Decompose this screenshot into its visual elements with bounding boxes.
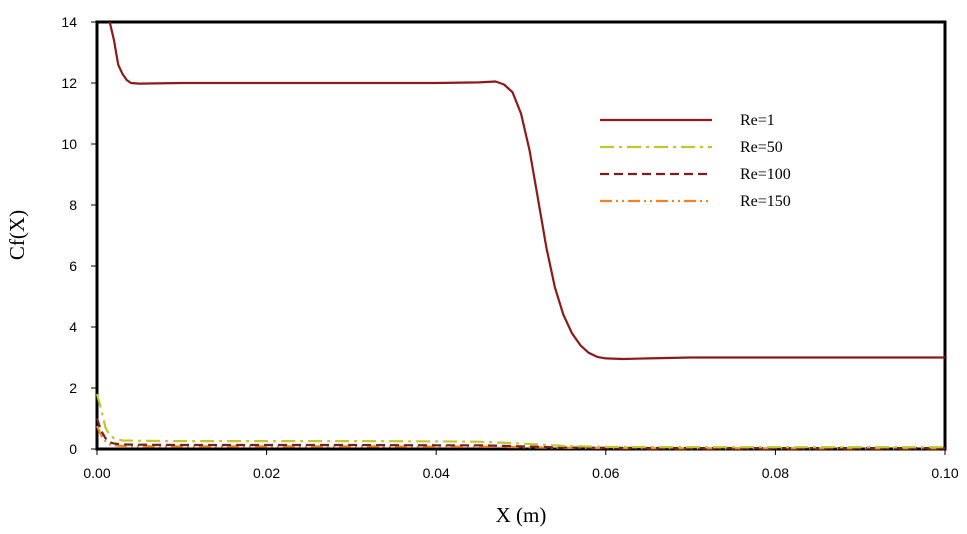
- x-tick-label: 0.02: [253, 465, 280, 481]
- legend-label: Re=1: [740, 112, 775, 129]
- x-tick-label: 0.06: [592, 465, 619, 481]
- x-axis-title: X (m): [496, 503, 547, 527]
- y-tick-label: 12: [61, 75, 77, 91]
- y-axis-title: Cf(X): [5, 210, 29, 260]
- plot-area-frame: [95, 20, 947, 451]
- x-tick-label: 0.00: [83, 465, 110, 481]
- y-tick-label: 2: [69, 380, 77, 396]
- y-tick-label: 10: [61, 136, 77, 152]
- series-line-re-50: [95, 393, 945, 449]
- y-tick-label: 0: [69, 441, 77, 457]
- legend-label: Re=50: [740, 139, 783, 156]
- axis-ticks: 0.00 0.02 0.04 0.06 0.08 0.10 0 2 4 6 8 10 12 14: [61, 14, 958, 481]
- series-line-re-100: [95, 418, 945, 450]
- legend: Re=1 Re=50 Re=100 Re=150: [600, 112, 791, 210]
- x-tick-label: 0.08: [762, 465, 789, 481]
- chart-marks: [95, 21, 945, 450]
- y-tick-label: 6: [69, 258, 77, 274]
- legend-label: Re=100: [740, 166, 791, 183]
- series-line-re-150: [95, 425, 945, 450]
- legend-label: Re=150: [740, 193, 791, 210]
- y-tick-label: 4: [69, 319, 77, 335]
- x-tick-label: 0.10: [931, 465, 958, 481]
- y-tick-label: 14: [61, 14, 77, 30]
- y-tick-label: 8: [69, 197, 77, 213]
- x-tick-label: 0.04: [423, 465, 450, 481]
- series-line-re-1: [108, 21, 945, 361]
